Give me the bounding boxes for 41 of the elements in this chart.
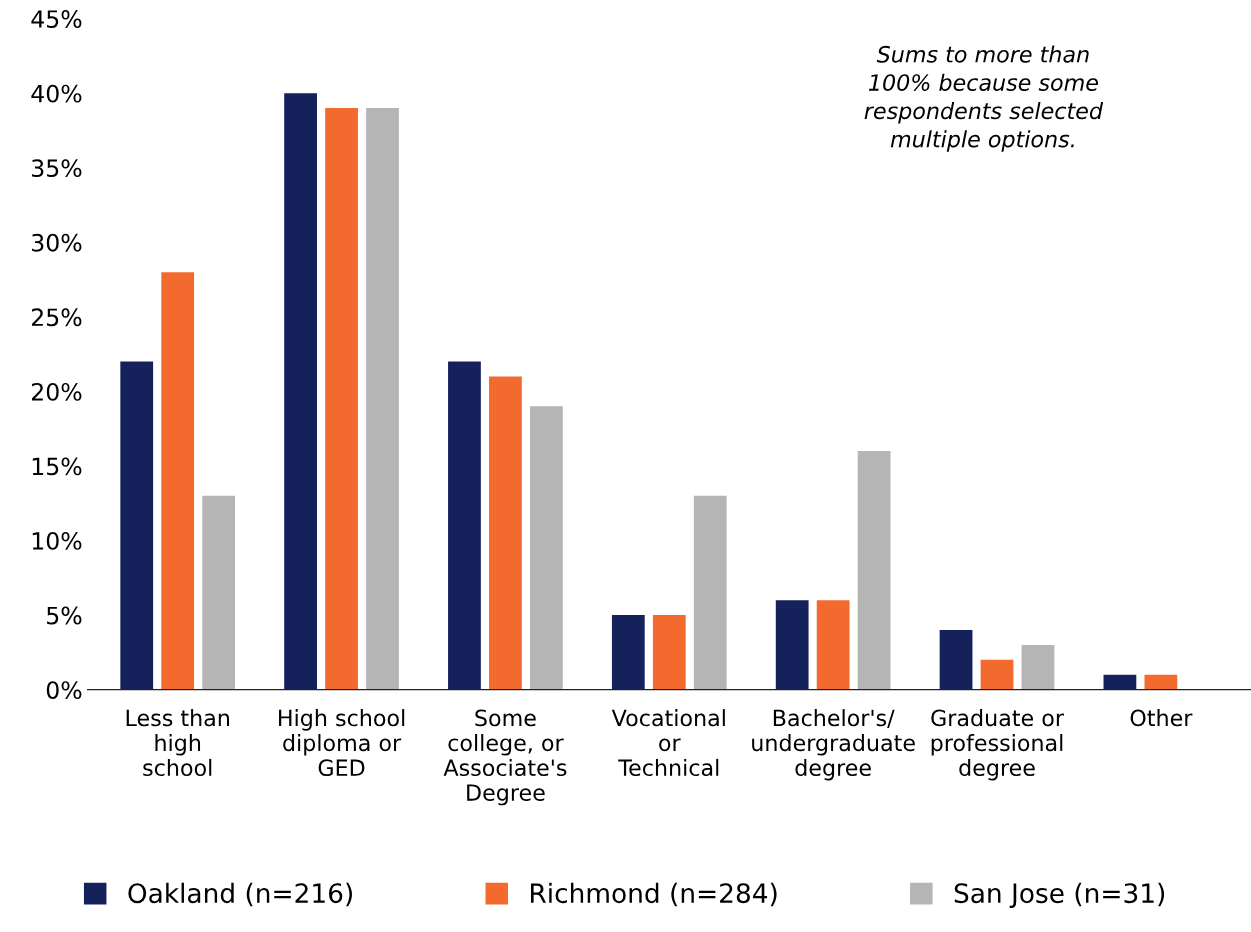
x-tick-label: Other [1130, 709, 1193, 727]
bar [611, 615, 645, 690]
bar [448, 361, 481, 690]
bar [202, 495, 236, 690]
bar [939, 630, 973, 690]
y-tick-label: 40% [31, 84, 82, 103]
bar [1021, 644, 1055, 690]
x-tick-label: Bachelor's/ undergraduate degree [752, 709, 915, 781]
bar [325, 108, 358, 690]
y-tick-label: 15% [32, 457, 82, 476]
annotation: Sums to more than 100% because some respondents selected multiple options. [864, 45, 1104, 152]
bar [816, 600, 850, 690]
x-tick-label: Graduate or professional degree [931, 709, 1064, 781]
bar [120, 361, 154, 690]
legend-label: San Jose (n=31) [954, 882, 1165, 909]
y-tick-label: 5% [47, 606, 82, 625]
legend-label: Oakland (n=216) [128, 882, 352, 907]
y-tick-label: 25% [31, 308, 82, 327]
bar [652, 615, 686, 690]
bar [489, 376, 522, 690]
y-tick-label: 20% [31, 382, 82, 401]
y-tick-label: 30% [32, 233, 82, 252]
bar [980, 659, 1014, 690]
y-tick-label: 35% [32, 159, 82, 178]
bar [1144, 674, 1178, 690]
bar [775, 600, 809, 690]
x-tick-label: Less than high school [126, 709, 229, 777]
bar [693, 495, 727, 690]
bar [161, 272, 195, 690]
x-tick-label: High school diploma or GED [279, 709, 405, 777]
x-tick-label: Vocational or Technical [611, 709, 725, 777]
y-tick-label: 0% [46, 681, 82, 699]
bar [530, 406, 563, 690]
x-tick-label: Some college, or Associate's Degree [443, 709, 567, 806]
bar [1103, 674, 1137, 690]
y-tick-label: 10% [32, 532, 82, 550]
bar [366, 108, 399, 690]
bar [857, 451, 891, 690]
bar [284, 93, 317, 690]
y-tick-label: 45% [31, 10, 82, 28]
legend-label: Richmond (n=284) [531, 882, 777, 907]
